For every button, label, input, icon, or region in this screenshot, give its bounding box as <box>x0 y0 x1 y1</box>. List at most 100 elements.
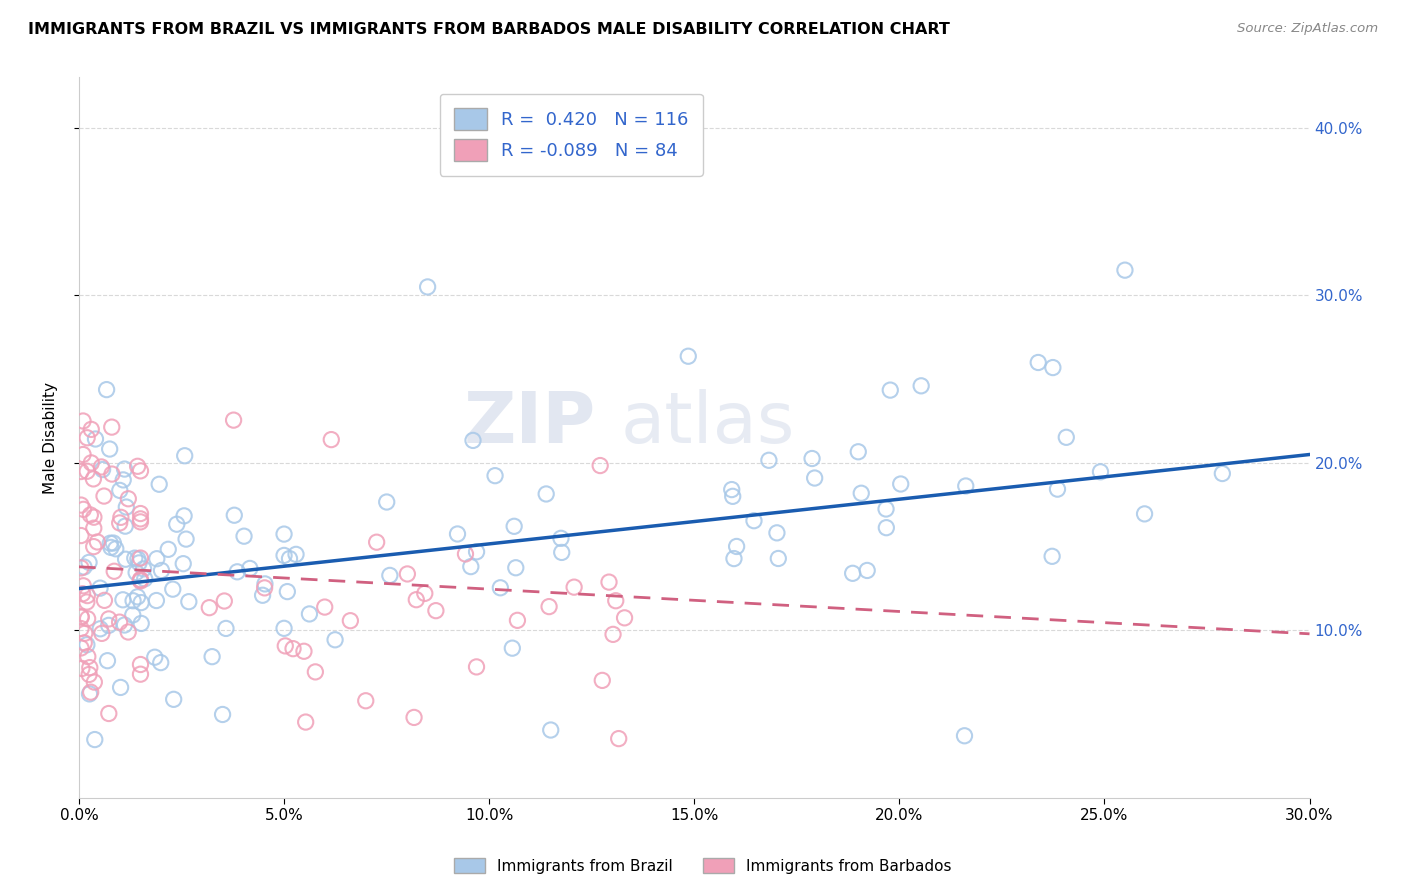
Point <box>173 449 195 463</box>
Point <box>146 551 169 566</box>
Point <box>285 547 308 561</box>
Point <box>551 545 574 559</box>
Point <box>562 580 585 594</box>
Point <box>129 512 152 526</box>
Point <box>110 510 132 524</box>
Point <box>117 491 139 506</box>
Point <box>129 573 152 587</box>
Point <box>70 661 93 675</box>
Point <box>89 622 111 636</box>
Point <box>226 565 249 579</box>
Point <box>1026 355 1049 369</box>
Point <box>76 638 98 652</box>
Point <box>104 541 127 556</box>
Point <box>1211 467 1233 481</box>
Point <box>73 560 96 574</box>
Point <box>273 549 295 563</box>
Point <box>108 483 131 498</box>
Point <box>103 564 125 578</box>
Point <box>157 542 180 557</box>
Point <box>890 477 912 491</box>
Point <box>129 574 152 588</box>
Point <box>110 681 132 695</box>
Point <box>93 489 115 503</box>
Point <box>323 632 346 647</box>
Point <box>281 641 304 656</box>
Point <box>1042 360 1064 375</box>
Point <box>115 500 138 514</box>
Legend: R =  0.420   N = 116, R = -0.089   N = 84: R = 0.420 N = 116, R = -0.089 N = 84 <box>440 94 703 176</box>
Point <box>77 667 100 681</box>
Point <box>132 562 155 576</box>
Point <box>678 349 700 363</box>
Point <box>76 595 98 609</box>
Point <box>174 532 197 546</box>
Point <box>108 615 131 629</box>
Point <box>72 579 94 593</box>
Point <box>114 519 136 533</box>
Point <box>292 644 315 658</box>
Point <box>856 564 879 578</box>
Point <box>405 592 427 607</box>
Point <box>83 510 105 524</box>
Point <box>149 656 172 670</box>
Point <box>112 473 135 487</box>
Point <box>129 464 152 478</box>
Point <box>82 472 104 486</box>
Point <box>402 710 425 724</box>
Point <box>598 575 620 590</box>
Point <box>76 464 98 478</box>
Point <box>96 383 118 397</box>
Point <box>506 613 529 627</box>
Point <box>70 465 93 479</box>
Point <box>76 431 98 445</box>
Point <box>768 551 790 566</box>
Point <box>98 442 121 456</box>
Point <box>446 527 468 541</box>
Point <box>129 507 152 521</box>
Point <box>70 498 93 512</box>
Point <box>114 552 136 566</box>
Point <box>1090 465 1112 479</box>
Point <box>1040 549 1063 564</box>
Point <box>1046 482 1069 496</box>
Point <box>79 660 101 674</box>
Point <box>83 732 105 747</box>
Point <box>76 612 98 626</box>
Point <box>96 654 118 668</box>
Point <box>90 459 112 474</box>
Point <box>224 508 246 523</box>
Point <box>461 434 484 448</box>
Point <box>534 487 557 501</box>
Point <box>70 561 93 575</box>
Point <box>90 626 112 640</box>
Point <box>72 587 94 601</box>
Point <box>413 586 436 600</box>
Point <box>111 592 134 607</box>
Point <box>723 551 745 566</box>
Point <box>396 566 419 581</box>
Point <box>76 649 98 664</box>
Point <box>122 593 145 607</box>
Point <box>100 541 122 555</box>
Point <box>145 593 167 607</box>
Point <box>314 600 336 615</box>
Point <box>1054 430 1077 444</box>
Point <box>366 535 388 549</box>
Point <box>98 536 121 550</box>
Point <box>76 589 98 603</box>
Point <box>278 551 301 566</box>
Point <box>276 584 298 599</box>
Point <box>465 660 488 674</box>
Point <box>214 594 236 608</box>
Point <box>273 527 295 541</box>
Point <box>454 547 477 561</box>
Point <box>273 621 295 635</box>
Point <box>114 462 136 476</box>
Point <box>127 552 149 566</box>
Point <box>201 649 224 664</box>
Point <box>80 422 103 436</box>
Point <box>114 618 136 632</box>
Point <box>129 515 152 529</box>
Point <box>83 521 105 535</box>
